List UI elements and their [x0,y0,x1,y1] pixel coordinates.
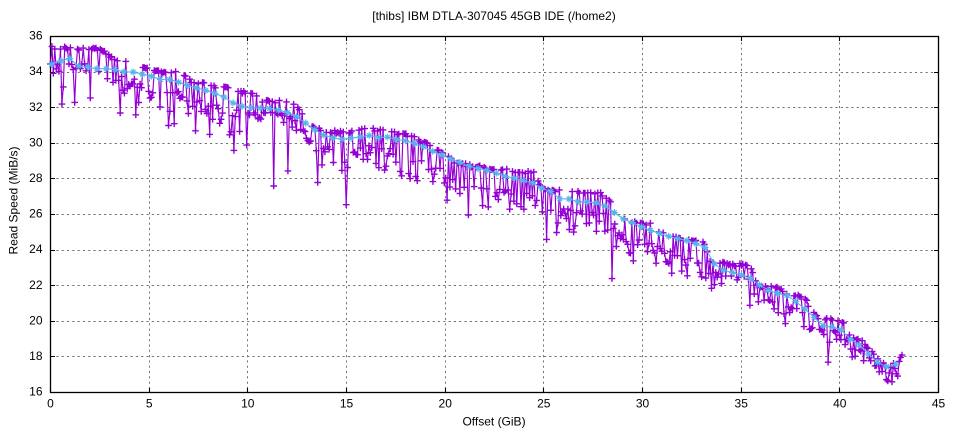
svg-text:30: 30 [29,135,43,149]
svg-text:15: 15 [340,397,354,411]
svg-text:45: 45 [932,397,946,411]
svg-text:28: 28 [29,171,43,185]
svg-text:30: 30 [636,397,650,411]
svg-text:5: 5 [146,397,153,411]
svg-text:16: 16 [29,385,43,399]
svg-text:32: 32 [29,100,43,114]
svg-text:36: 36 [29,29,43,43]
svg-text:40: 40 [833,397,847,411]
svg-text:20: 20 [29,313,43,327]
svg-text:25: 25 [537,397,551,411]
svg-text:34: 34 [29,64,43,78]
svg-text:Offset (GiB): Offset (GiB) [462,414,525,428]
svg-text:0: 0 [47,397,54,411]
svg-text:18: 18 [29,349,43,363]
svg-text:24: 24 [29,242,43,256]
svg-text:22: 22 [29,278,43,292]
svg-text:26: 26 [29,207,43,221]
svg-text:10: 10 [241,397,255,411]
svg-text:[thibs] IBM DTLA-307045 45GB I: [thibs] IBM DTLA-307045 45GB IDE (/home2… [372,9,615,23]
svg-text:Read Speed (MiB/s): Read Speed (MiB/s) [7,146,21,254]
svg-text:35: 35 [735,397,749,411]
svg-text:20: 20 [439,397,453,411]
